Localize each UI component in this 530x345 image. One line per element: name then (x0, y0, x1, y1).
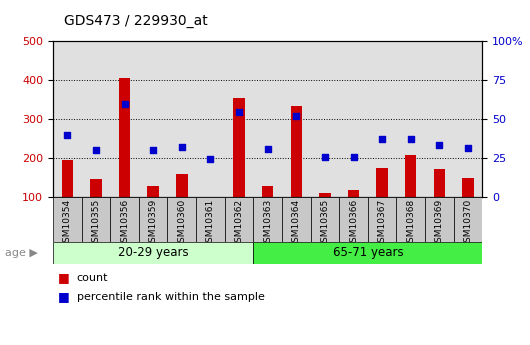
Bar (376, 168, 388, 197)
Bar (110, 197, 139, 241)
Point (63, 132, 72, 137)
Text: percentile rank within the sample: percentile rank within the sample (77, 292, 264, 302)
Point (178, 144, 186, 150)
Bar (434, 169, 445, 197)
Text: GSM10362: GSM10362 (235, 199, 243, 248)
Text: GSM10359: GSM10359 (149, 199, 157, 248)
Bar (90, 179, 102, 197)
Text: GSM10367: GSM10367 (378, 199, 386, 248)
Point (235, 109, 243, 115)
Point (149, 147, 157, 153)
Point (263, 147, 272, 152)
Bar (253, 197, 282, 241)
Text: GSM10356: GSM10356 (120, 199, 129, 248)
Text: count: count (77, 273, 108, 283)
Point (435, 143, 444, 148)
Text: 20-29 years: 20-29 years (118, 246, 189, 259)
Bar (290, 106, 302, 197)
Text: GDS473 / 229930_at: GDS473 / 229930_at (64, 14, 207, 28)
Text: GSM10366: GSM10366 (349, 199, 358, 248)
Text: GSM10354: GSM10354 (63, 199, 72, 248)
Text: GSM10361: GSM10361 (206, 199, 215, 248)
Bar (53, 197, 82, 241)
Text: ■: ■ (58, 290, 70, 303)
Bar (253, 241, 482, 264)
Text: GSM10370: GSM10370 (464, 199, 472, 248)
Bar (53, 241, 253, 264)
Point (321, 154, 329, 160)
Bar (339, 197, 368, 241)
Bar (196, 197, 225, 241)
Bar (119, 78, 130, 197)
Bar (454, 197, 482, 241)
Text: age ▶: age ▶ (5, 248, 38, 258)
Point (407, 136, 415, 142)
Text: GSM10369: GSM10369 (435, 199, 444, 248)
Bar (225, 197, 253, 241)
Bar (233, 98, 245, 197)
Point (92, 147, 100, 153)
Bar (425, 197, 454, 241)
Text: GSM10364: GSM10364 (292, 199, 301, 248)
Bar (167, 197, 196, 241)
Bar (282, 197, 311, 241)
Point (378, 136, 386, 142)
Bar (368, 197, 396, 241)
Bar (82, 197, 110, 241)
Bar (176, 174, 188, 197)
Point (206, 156, 215, 161)
Text: GSM10363: GSM10363 (263, 199, 272, 248)
Bar (319, 193, 331, 197)
Bar (262, 186, 273, 197)
Point (120, 101, 129, 106)
Bar (396, 197, 425, 241)
Bar (139, 197, 167, 241)
Bar (61, 160, 73, 197)
Bar (147, 186, 159, 197)
Point (292, 113, 301, 119)
Bar (405, 155, 417, 197)
Point (464, 145, 472, 150)
Bar (348, 190, 359, 197)
Bar (462, 178, 474, 197)
Text: GSM10355: GSM10355 (92, 199, 100, 248)
Text: GSM10368: GSM10368 (407, 199, 415, 248)
Point (349, 154, 358, 160)
Text: ■: ■ (58, 271, 70, 284)
Text: GSM10360: GSM10360 (178, 199, 186, 248)
Text: GSM10365: GSM10365 (321, 199, 329, 248)
Text: 65-71 years: 65-71 years (332, 246, 403, 259)
Bar (311, 197, 339, 241)
